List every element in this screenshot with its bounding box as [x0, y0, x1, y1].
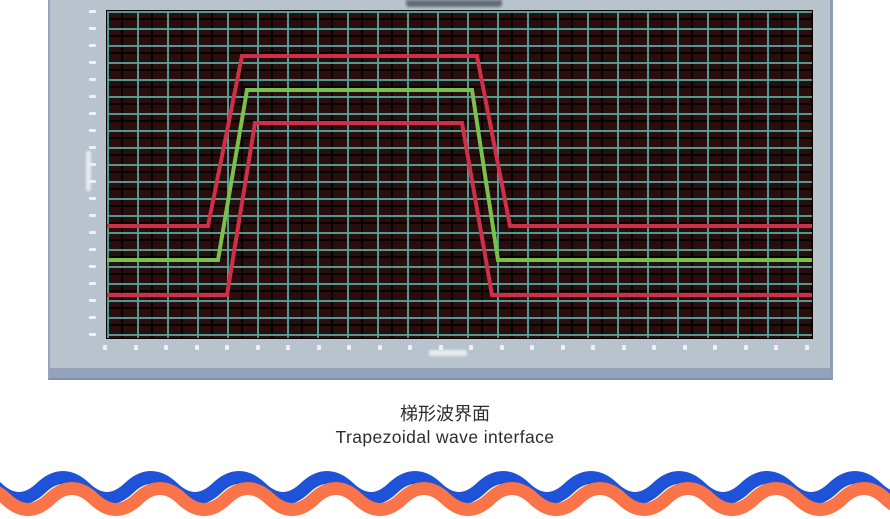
y-axis-title: [86, 151, 91, 191]
caption-english: Trapezoidal wave interface: [335, 427, 555, 447]
y-tick-label: [89, 333, 96, 336]
x-tick-label: [286, 345, 290, 350]
y-tick-label: [89, 95, 96, 98]
y-tick-label: [89, 10, 96, 13]
figure-caption: 梯形波界面 Trapezoidal wave interface: [0, 403, 890, 449]
y-tick-label: [89, 27, 96, 30]
x-tick-label: [347, 345, 351, 350]
caption-chinese: 梯形波界面: [400, 404, 490, 424]
y-tick-label: [89, 316, 96, 319]
x-tick-label: [164, 345, 168, 350]
waveform-plot: [106, 10, 813, 339]
x-tick-label: [774, 345, 778, 350]
y-tick-label: [89, 44, 96, 47]
decorative-wave-border: [0, 471, 890, 516]
x-tick-label: [805, 345, 809, 350]
series-lower-red-trapezoid: [107, 121, 812, 297]
x-tick-label: [225, 345, 229, 350]
x-tick-label: [622, 345, 626, 350]
series-green-trapezoid: [107, 88, 812, 262]
cropped-plot-title: [406, 0, 502, 7]
x-tick-label: [317, 345, 321, 350]
x-tick-label: [530, 345, 534, 350]
x-tick-label: [439, 345, 443, 350]
x-tick-label: [561, 345, 565, 350]
orange-wave: [0, 482, 890, 516]
x-tick-label: [408, 345, 412, 350]
y-tick-label: [89, 112, 96, 115]
y-tick-label: [89, 231, 96, 234]
y-tick-label: [89, 146, 96, 149]
blue-wave: [0, 471, 890, 505]
x-axis-title: [429, 350, 467, 356]
y-tick-label: [89, 61, 96, 64]
x-tick-label: [256, 345, 260, 350]
x-tick-label: [652, 345, 656, 350]
y-tick-label: [89, 248, 96, 251]
y-tick-label: [89, 197, 96, 200]
x-tick-label: [713, 345, 717, 350]
panel-bottom-strip: [50, 368, 830, 378]
x-tick-label: [469, 345, 473, 350]
x-tick-label: [744, 345, 748, 350]
y-tick-label: [89, 299, 96, 302]
x-tick-label: [134, 345, 138, 350]
series-upper-red-trapezoid: [107, 54, 812, 228]
y-tick-label: [89, 180, 96, 183]
x-tick-label: [195, 345, 199, 350]
y-tick-label: [89, 214, 96, 217]
x-tick-label: [683, 345, 687, 350]
y-tick-label: [89, 78, 96, 81]
x-tick-label: [378, 345, 382, 350]
y-tick-label: [89, 265, 96, 268]
x-tick-label: [500, 345, 504, 350]
y-tick-label: [89, 282, 96, 285]
y-tick-label: [89, 129, 96, 132]
trapezoid-waveforms: [107, 54, 812, 297]
y-tick-label: [89, 163, 96, 166]
x-tick-label: [591, 345, 595, 350]
x-tick-label: [103, 345, 107, 350]
